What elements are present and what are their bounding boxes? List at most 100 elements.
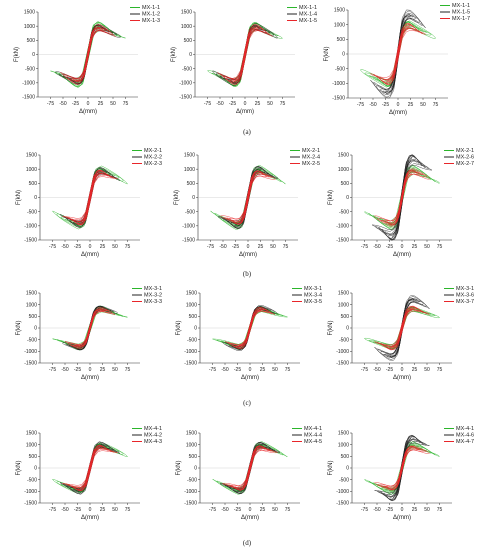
x-tick-label: 75 (125, 367, 131, 373)
x-tick-label: -25 (229, 101, 236, 107)
legend-entry: MX-1-3 (142, 18, 160, 24)
x-tick-label: 75 (437, 367, 443, 373)
y-tick-label: -500 (182, 66, 192, 72)
y-tick-label: 0 (342, 52, 345, 58)
y-axis-label: F(kN) (14, 47, 20, 62)
x-tick-label: -75 (204, 101, 211, 107)
x-tick-label: 0 (249, 367, 252, 373)
x-tick-label: 25 (408, 102, 414, 108)
chart-panel-a3: 1500 1000 500 0 -500 -1000 -1500 -75 -50 -25 0 25 50… (324, 3, 470, 116)
y-tick-label: 500 (341, 181, 350, 187)
y-tick-label: -500 (27, 477, 37, 483)
y-tick-label: 0 (34, 195, 37, 201)
x-tick-label: 25 (100, 507, 106, 513)
series-curve-mx-3-3 (64, 306, 116, 350)
x-tick-label: -75 (49, 244, 56, 250)
x-tick-label: 25 (412, 507, 418, 513)
x-tick-label: 0 (89, 244, 92, 250)
legend-entry: MX-2-5 (302, 161, 320, 167)
x-tick-label: 0 (249, 507, 252, 513)
x-tick-label: -75 (49, 367, 56, 373)
y-tick-label: -1000 (336, 224, 349, 230)
y-tick-label: 500 (29, 454, 38, 460)
y-tick-label: -1000 (22, 81, 35, 87)
x-tick-label: 75 (433, 102, 439, 108)
x-tick-label: 0 (397, 102, 400, 108)
caption-d: (d) (243, 539, 252, 547)
y-tick-label: 1500 (26, 431, 37, 437)
y-tick-label: 1000 (26, 167, 37, 173)
x-tick-label: -75 (357, 102, 364, 108)
y-tick-label: 1000 (186, 442, 197, 448)
chart-panel-b3: 1500 1000 500 0 -500 -1000 -1500 -75 -50 -25 0 25 50… (328, 148, 474, 258)
y-tick-label: 500 (29, 181, 38, 187)
y-tick-label: 1000 (181, 24, 192, 30)
x-tick-label: -75 (361, 507, 368, 513)
x-tick-label: -25 (74, 367, 81, 373)
y-axis-label: F(kN) (171, 47, 177, 62)
y-tick-label: -1000 (184, 349, 197, 355)
y-tick-label: 0 (346, 466, 349, 472)
x-tick-label: 75 (437, 507, 443, 513)
y-tick-label: -500 (335, 66, 345, 72)
y-tick-label: 500 (189, 454, 198, 460)
x-tick-label: -25 (232, 244, 239, 250)
y-axis-label: F(kN) (328, 321, 334, 336)
x-tick-label: 25 (98, 101, 104, 107)
y-tick-label: 1500 (26, 291, 37, 297)
y-tick-label: -1000 (179, 81, 192, 87)
x-tick-label: 75 (125, 507, 131, 513)
legend-entry: MX-1-1 (142, 5, 160, 11)
y-tick-label: -1000 (24, 349, 37, 355)
legend-entry: MX-4-5 (304, 439, 322, 445)
series-curve-mx-1-3 (60, 24, 116, 85)
x-tick-label: 0 (87, 101, 90, 107)
x-tick-label: -25 (386, 367, 393, 373)
legend-entry: MX-4-1 (304, 426, 322, 432)
x-tick-label: -25 (72, 101, 79, 107)
legend-entry: MX-1-5 (452, 10, 470, 16)
series-curve-mx-1-7 (370, 23, 426, 85)
legend-entry: MX-3-3 (144, 299, 162, 305)
y-tick-label: 0 (194, 326, 197, 332)
y-tick-label: 1500 (338, 153, 349, 159)
legend-entry: MX-3-1 (144, 286, 162, 292)
x-tick-label: -75 (207, 244, 214, 250)
chart-panel-d2: 1500 1000 500 0 -500 -1000 -1500 -75 -50 -25 0 25 50… (176, 426, 322, 521)
x-tick-label: -50 (216, 101, 223, 107)
x-tick-label: 25 (100, 367, 106, 373)
y-axis-label: F(kN) (328, 461, 334, 476)
y-tick-label: 1000 (186, 302, 197, 308)
y-tick-label: 500 (29, 314, 38, 320)
legend-entry: MX-4-2 (144, 433, 162, 439)
legend-entry: MX-3-1 (456, 286, 474, 292)
chart-panel-a2: 1500 1000 500 0 -500 -1000 -1500 -75 -50 -25 0 25 50… (171, 5, 317, 115)
legend-entry: MX-4-1 (144, 426, 162, 432)
y-axis-label: F(kN) (176, 321, 182, 336)
legend-entry: MX-2-2 (144, 155, 162, 161)
x-tick-label: -25 (386, 507, 393, 513)
y-tick-label: -1500 (336, 361, 349, 367)
y-tick-label: 1500 (338, 291, 349, 297)
y-tick-label: 500 (189, 314, 198, 320)
x-tick-label: -75 (361, 244, 368, 250)
legend-entry: MX-2-1 (302, 148, 320, 154)
y-tick-label: -500 (185, 209, 195, 215)
y-tick-label: -500 (339, 477, 349, 483)
y-tick-label: -1500 (336, 501, 349, 507)
legend-entry: MX-1-5 (299, 18, 317, 24)
x-tick-label: 50 (272, 367, 278, 373)
y-tick-label: 500 (184, 38, 193, 44)
x-tick-label: -25 (382, 102, 389, 108)
x-tick-label: 25 (260, 367, 266, 373)
y-tick-label: 1000 (24, 24, 35, 30)
x-axis-label: Δ(mm) (241, 515, 259, 521)
y-tick-label: -1000 (336, 489, 349, 495)
x-tick-label: 50 (112, 367, 118, 373)
x-tick-label: -50 (373, 244, 380, 250)
series-curve-mx-2-7 (374, 168, 430, 227)
y-tick-label: 1000 (338, 442, 349, 448)
x-tick-label: -75 (49, 507, 56, 513)
y-tick-label: -1000 (336, 349, 349, 355)
